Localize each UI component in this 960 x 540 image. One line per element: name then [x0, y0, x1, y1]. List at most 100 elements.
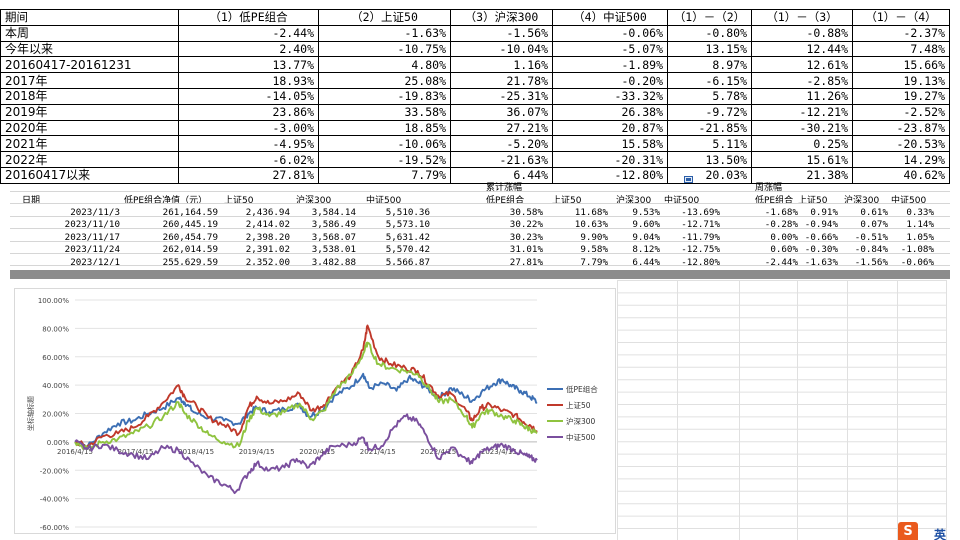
weekly-cell[interactable]: -12.75%: [681, 244, 720, 256]
summary-value-cell[interactable]: 27.81%: [178, 166, 319, 184]
summary-value-cell[interactable]: -2.85%: [751, 72, 853, 89]
summary-value-cell[interactable]: （1）－（4）: [852, 9, 950, 26]
summary-value-cell[interactable]: 15.58%: [552, 135, 668, 153]
weekly-cell[interactable]: 0.91%: [810, 207, 838, 218]
weekly-cell[interactable]: 0.33%: [906, 207, 934, 218]
weekly-cell[interactable]: -0.94%: [804, 219, 838, 231]
weekly-header-cell[interactable]: 上证50: [798, 196, 828, 206]
weekly-cell[interactable]: 1.05%: [906, 231, 934, 243]
summary-value-cell[interactable]: 13.77%: [178, 56, 319, 74]
summary-value-cell[interactable]: -4.95%: [178, 135, 319, 153]
weekly-cell[interactable]: 2,436.94: [245, 207, 290, 218]
summary-value-cell[interactable]: （1）－（3）: [751, 9, 853, 26]
weekly-cell[interactable]: 0.00%: [770, 231, 798, 243]
summary-value-cell[interactable]: 13.50%: [667, 151, 752, 168]
weekly-header-cell[interactable]: 日期: [22, 196, 41, 206]
summary-value-cell[interactable]: -0.88%: [751, 24, 853, 42]
weekly-cell[interactable]: 5,631.42: [385, 231, 430, 243]
summary-value-cell[interactable]: 2.40%: [178, 40, 319, 58]
weekly-cell[interactable]: 0.60%: [770, 244, 798, 256]
weekly-cell[interactable]: 2,414.02: [245, 219, 290, 231]
weekly-cell[interactable]: -1.63%: [804, 256, 838, 268]
summary-value-cell[interactable]: -21.85%: [667, 119, 752, 137]
weekly-header-cell[interactable]: 上证50: [552, 196, 582, 206]
weekly-cell[interactable]: 5,566.87: [385, 256, 430, 268]
summary-value-cell[interactable]: 1.16%: [450, 56, 553, 74]
weekly-header-cell[interactable]: 沪深300: [844, 196, 880, 206]
summary-value-cell[interactable]: 11.26%: [751, 87, 853, 105]
summary-period-cell[interactable]: 2021年: [0, 135, 179, 153]
weekly-cell[interactable]: 9.53%: [632, 207, 660, 218]
weekly-cell[interactable]: 30.23%: [509, 231, 543, 243]
weekly-cell[interactable]: 2023/12/1: [70, 256, 120, 268]
weekly-cell[interactable]: -0.28%: [764, 219, 798, 231]
summary-period-cell[interactable]: 2019年: [0, 103, 179, 121]
summary-value-cell[interactable]: 8.97%: [667, 56, 752, 74]
weekly-cell[interactable]: 9.04%: [632, 231, 660, 243]
summary-value-cell[interactable]: 18.85%: [318, 119, 451, 137]
weekly-header-cell[interactable]: 低PE组合净值（元）: [124, 196, 208, 206]
weekly-cell[interactable]: 30.58%: [509, 207, 543, 218]
weekly-cell[interactable]: 1.14%: [906, 219, 934, 231]
weekly-cell[interactable]: -11.79%: [681, 231, 720, 243]
summary-period-cell[interactable]: 2017年: [0, 72, 179, 89]
summary-value-cell[interactable]: -10.06%: [318, 135, 451, 153]
sogou-ime-icon[interactable]: S: [898, 522, 918, 540]
summary-value-cell[interactable]: -0.20%: [552, 72, 668, 89]
summary-period-cell[interactable]: 2020年: [0, 119, 179, 137]
summary-value-cell[interactable]: 12.44%: [751, 40, 853, 58]
summary-value-cell[interactable]: 20.87%: [552, 119, 668, 137]
weekly-cell[interactable]: 260,454.79: [162, 231, 218, 243]
summary-period-cell[interactable]: 20160417以来: [0, 166, 179, 184]
summary-value-cell[interactable]: -1.63%: [318, 24, 451, 42]
weekly-cell[interactable]: 2023/11/24: [64, 244, 120, 256]
summary-value-cell[interactable]: 19.27%: [852, 87, 950, 105]
weekly-cell[interactable]: 8.12%: [632, 244, 660, 256]
weekly-cell[interactable]: 3,586.49: [311, 219, 356, 231]
summary-value-cell[interactable]: （1）低PE组合: [178, 9, 319, 26]
summary-value-cell[interactable]: 5.78%: [667, 87, 752, 105]
summary-value-cell[interactable]: 6.44%: [450, 166, 553, 184]
weekly-cell[interactable]: 3,482.88: [311, 256, 356, 268]
summary-period-cell[interactable]: 20160417-20161231: [0, 56, 179, 74]
weekly-cell[interactable]: 2023/11/10: [64, 219, 120, 231]
summary-value-cell[interactable]: -9.72%: [667, 103, 752, 121]
weekly-cell[interactable]: -1.08%: [900, 244, 934, 256]
weekly-cell[interactable]: 10.63%: [574, 219, 608, 231]
weekly-cell[interactable]: 9.58%: [580, 244, 608, 256]
summary-value-cell[interactable]: 7.79%: [318, 166, 451, 184]
weekly-cell[interactable]: -0.51%: [854, 231, 888, 243]
summary-value-cell[interactable]: 26.38%: [552, 103, 668, 121]
summary-value-cell[interactable]: -14.05%: [178, 87, 319, 105]
weekly-cell[interactable]: 27.81%: [509, 256, 543, 268]
summary-value-cell[interactable]: -20.53%: [852, 135, 950, 153]
summary-value-cell[interactable]: -2.37%: [852, 24, 950, 42]
weekly-cell[interactable]: 0.61%: [860, 207, 888, 218]
summary-value-cell[interactable]: -0.80%: [667, 24, 752, 42]
weekly-cell[interactable]: 2,398.20: [245, 231, 290, 243]
summary-value-cell[interactable]: 4.80%: [318, 56, 451, 74]
summary-value-cell[interactable]: 14.29%: [852, 151, 950, 168]
summary-value-cell[interactable]: -10.04%: [450, 40, 553, 58]
weekly-header-cell[interactable]: 低PE组合: [755, 196, 794, 206]
summary-value-cell[interactable]: -1.56%: [450, 24, 553, 42]
weekly-cell[interactable]: -2.44%: [764, 256, 798, 268]
weekly-cell[interactable]: 31.01%: [509, 244, 543, 256]
weekly-cell[interactable]: 2,352.00: [245, 256, 290, 268]
weekly-header-cell[interactable]: 中证500: [891, 196, 927, 206]
weekly-cell[interactable]: 3,584.14: [311, 207, 356, 218]
weekly-cell[interactable]: 9.90%: [580, 231, 608, 243]
summary-value-cell[interactable]: -2.44%: [178, 24, 319, 42]
weekly-cell[interactable]: 2023/11/17: [64, 231, 120, 243]
weekly-cell[interactable]: 260,445.19: [162, 219, 218, 231]
weekly-cell[interactable]: 2,391.02: [245, 244, 290, 256]
summary-value-cell[interactable]: 12.61%: [751, 56, 853, 74]
weekly-cell[interactable]: 5,573.10: [385, 219, 430, 231]
summary-period-cell[interactable]: 期间: [0, 9, 179, 26]
summary-value-cell[interactable]: 36.07%: [450, 103, 553, 121]
summary-value-cell[interactable]: 23.86%: [178, 103, 319, 121]
summary-value-cell[interactable]: 20.03%: [667, 166, 752, 184]
summary-value-cell[interactable]: -0.06%: [552, 24, 668, 42]
weekly-cell[interactable]: 255,629.59: [162, 256, 218, 268]
weekly-cell[interactable]: 3,568.07: [311, 231, 356, 243]
